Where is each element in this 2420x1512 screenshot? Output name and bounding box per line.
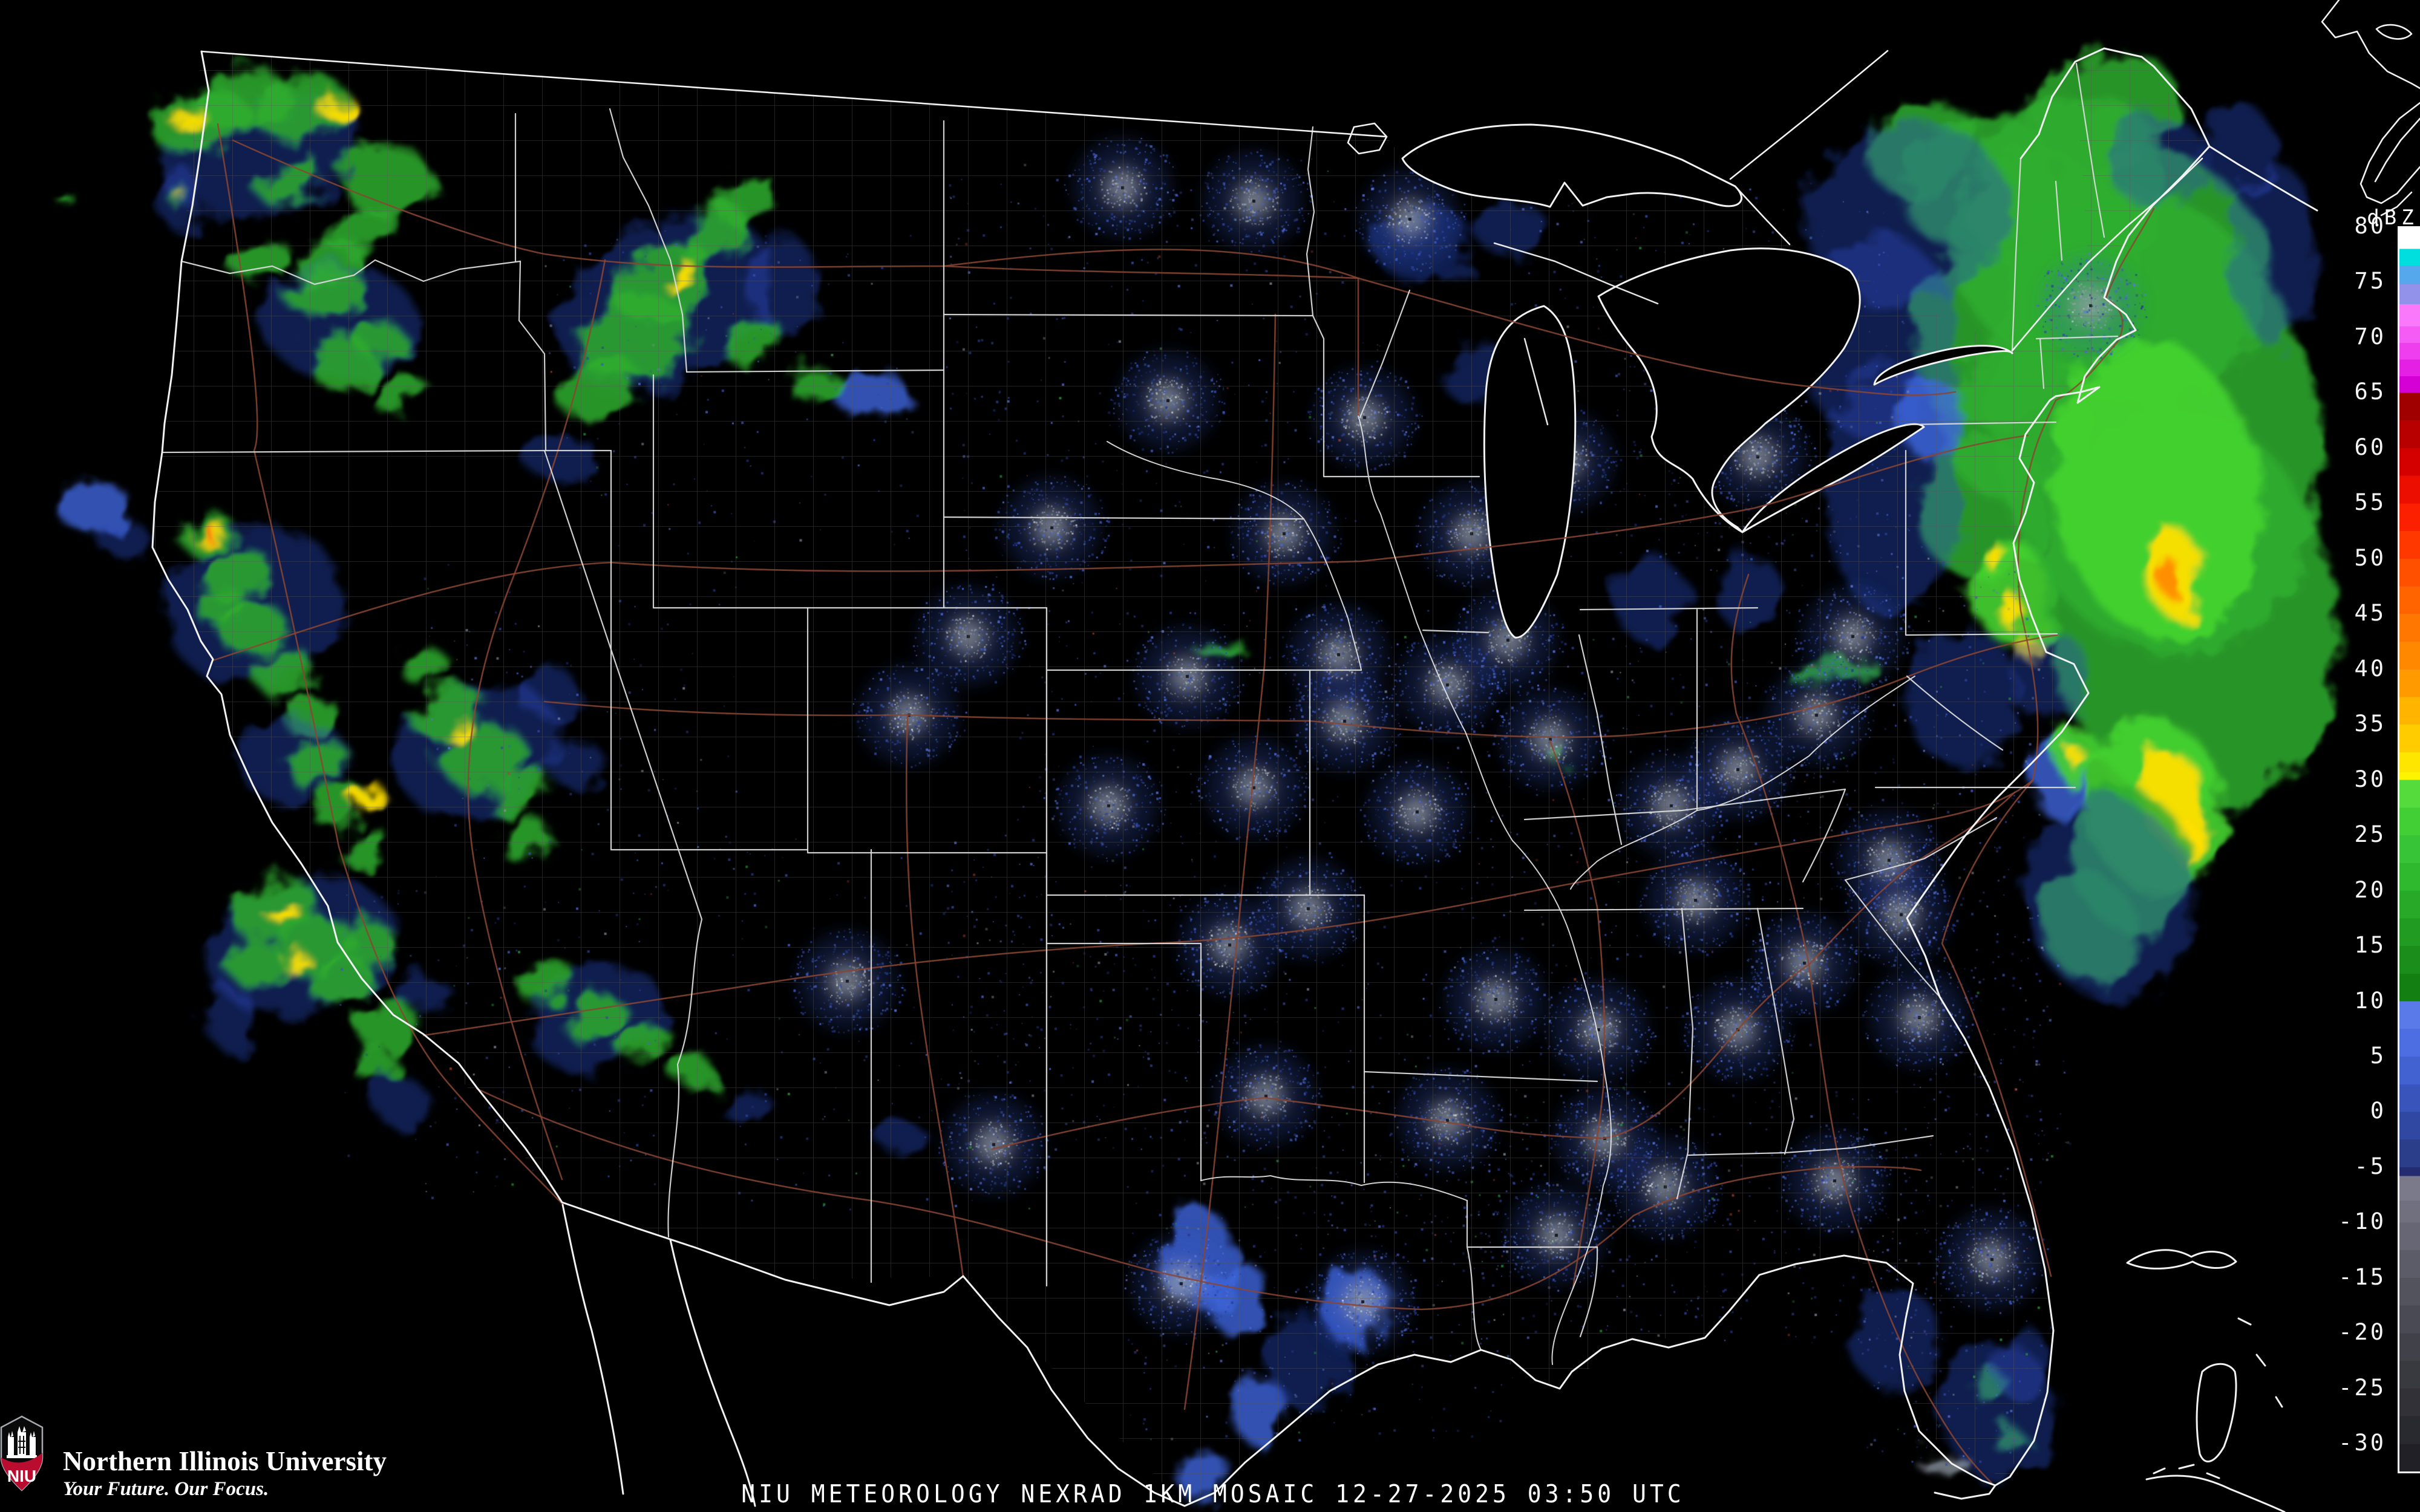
coastline	[151, 47, 2318, 1512]
castle-icon	[7, 1426, 37, 1458]
colorbar-tick-75: 75	[2354, 268, 2386, 295]
colorbar-tick-55: 55	[2354, 489, 2386, 516]
university-tagline: Your Future. Our Focus.	[63, 1478, 269, 1500]
colorbar-tick--25: -25	[2338, 1374, 2386, 1401]
canada-mexico-lines	[200, 0, 2420, 352]
university-name: Northern Illinois University	[63, 1446, 387, 1476]
colorbar-tick-40: 40	[2354, 655, 2386, 682]
lake-shore-lines	[1493, 242, 1659, 426]
colorbar-tick-5: 5	[2370, 1043, 2386, 1069]
colorbar-tick--20: -20	[2338, 1319, 2386, 1346]
colorbar-tick-65: 65	[2354, 379, 2386, 405]
colorbar-tick-60: 60	[2354, 434, 2386, 460]
colorbar-tick-80: 80	[2354, 213, 2386, 239]
colorbar-tick-30: 30	[2354, 766, 2386, 792]
colorbar-tick--15: -15	[2338, 1263, 2386, 1290]
mosaic-caption: NIU METEOROLOGY NEXRAD 1KM MOSAIC 12-27-…	[741, 1479, 1685, 1508]
great-lakes	[1401, 123, 2013, 639]
colorbar-tick-50: 50	[2354, 544, 2386, 571]
colorbar-tick-70: 70	[2354, 323, 2386, 350]
colorbar-tick-20: 20	[2354, 876, 2386, 903]
colorbar-tick-0: 0	[2370, 1098, 2386, 1124]
colorbar-tick--5: -5	[2354, 1153, 2386, 1179]
colorbar-tick-35: 35	[2354, 711, 2386, 737]
colorbar-tick-45: 45	[2354, 600, 2386, 627]
colorbar-tick--10: -10	[2338, 1208, 2386, 1235]
niu-logo-block: NIU Northern Illinois University Your Fu…	[0, 1415, 544, 1512]
colorbar-tick-10: 10	[2354, 987, 2386, 1014]
colorbar-tick-25: 25	[2354, 821, 2386, 848]
dbz-colorbar-title: dBZ	[2367, 206, 2419, 230]
niu-shield-icon: NIU	[0, 1415, 44, 1491]
shield-niu-text: NIU	[7, 1467, 36, 1485]
colorbar-tick--30: -30	[2338, 1430, 2386, 1456]
colorbar-tick-15: 15	[2354, 932, 2386, 959]
state-border-lines	[161, 62, 2119, 1351]
shield-red-swoosh	[1, 1453, 42, 1490]
dbz-colorbar	[2398, 226, 2420, 1473]
road-lines	[212, 123, 2155, 1484]
